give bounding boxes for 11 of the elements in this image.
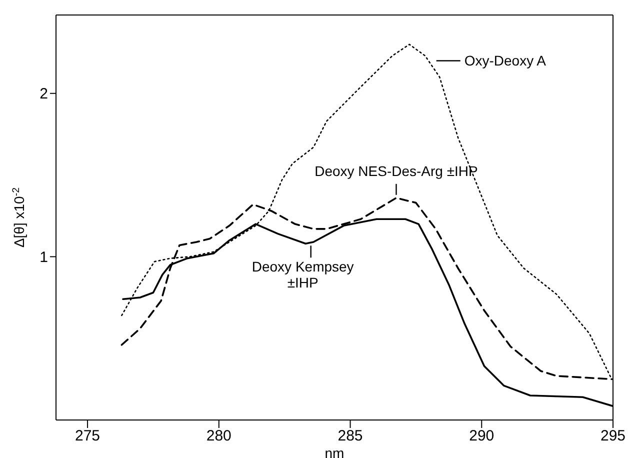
x-tick-label: 295 [600, 428, 626, 445]
annotation: Deoxy NES-Des-Arg ±IHP [314, 162, 478, 179]
annotation: Deoxy Kempsey ±IHP [252, 258, 354, 291]
y-tick-label: 1 [40, 249, 48, 266]
x-tick-label: 275 [75, 428, 100, 445]
x-tick-label: 280 [206, 428, 232, 445]
x-tick-label: 285 [338, 428, 363, 445]
annotation: Oxy-Deoxy A [464, 52, 547, 69]
x-axis-title: nm [324, 445, 344, 458]
y-tick-label: 2 [40, 86, 48, 103]
x-tick-label: 290 [469, 428, 494, 445]
